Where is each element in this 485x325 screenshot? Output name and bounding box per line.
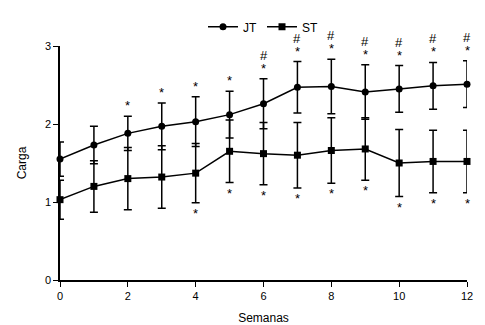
svg-text:*: *: [329, 41, 334, 56]
svg-text:*: *: [193, 79, 198, 94]
svg-text:Carga: Carga: [15, 146, 29, 179]
svg-text:*: *: [363, 47, 368, 62]
svg-text:6: 6: [260, 290, 266, 302]
svg-text:10: 10: [393, 290, 405, 302]
svg-text:#: #: [429, 31, 437, 46]
svg-text:*: *: [295, 191, 300, 206]
svg-text:2: 2: [45, 118, 51, 130]
svg-text:0: 0: [57, 290, 63, 302]
svg-text:#: #: [293, 31, 301, 46]
svg-text:*: *: [397, 200, 402, 215]
svg-text:*: *: [431, 44, 436, 59]
svg-text:4: 4: [193, 290, 199, 302]
svg-text:#: #: [327, 28, 335, 43]
svg-text:3: 3: [45, 40, 51, 52]
svg-text:*: *: [227, 73, 232, 88]
svg-text:ST: ST: [302, 21, 318, 35]
svg-text:*: *: [363, 183, 368, 198]
svg-text:2: 2: [125, 290, 131, 302]
svg-text:*: *: [159, 85, 164, 100]
svg-text:*: *: [227, 186, 232, 201]
svg-text:*: *: [397, 48, 402, 63]
svg-text:*: *: [193, 206, 198, 221]
svg-text:8: 8: [328, 290, 334, 302]
svg-text:12: 12: [461, 290, 473, 302]
svg-text:Semanas: Semanas: [238, 311, 289, 325]
svg-text:*: *: [295, 44, 300, 59]
svg-text:#: #: [361, 34, 369, 49]
svg-text:0: 0: [45, 274, 51, 286]
svg-text:*: *: [465, 196, 470, 211]
svg-text:*: *: [329, 186, 334, 201]
svg-text:#: #: [260, 48, 268, 63]
svg-text:1: 1: [45, 196, 51, 208]
svg-text:JT: JT: [243, 21, 257, 35]
svg-text:*: *: [125, 98, 130, 113]
svg-text:*: *: [465, 43, 470, 58]
svg-text:*: *: [261, 61, 266, 76]
svg-text:*: *: [261, 188, 266, 203]
svg-text:#: #: [463, 30, 471, 45]
svg-text:#: #: [395, 35, 403, 50]
svg-text:*: *: [431, 196, 436, 211]
